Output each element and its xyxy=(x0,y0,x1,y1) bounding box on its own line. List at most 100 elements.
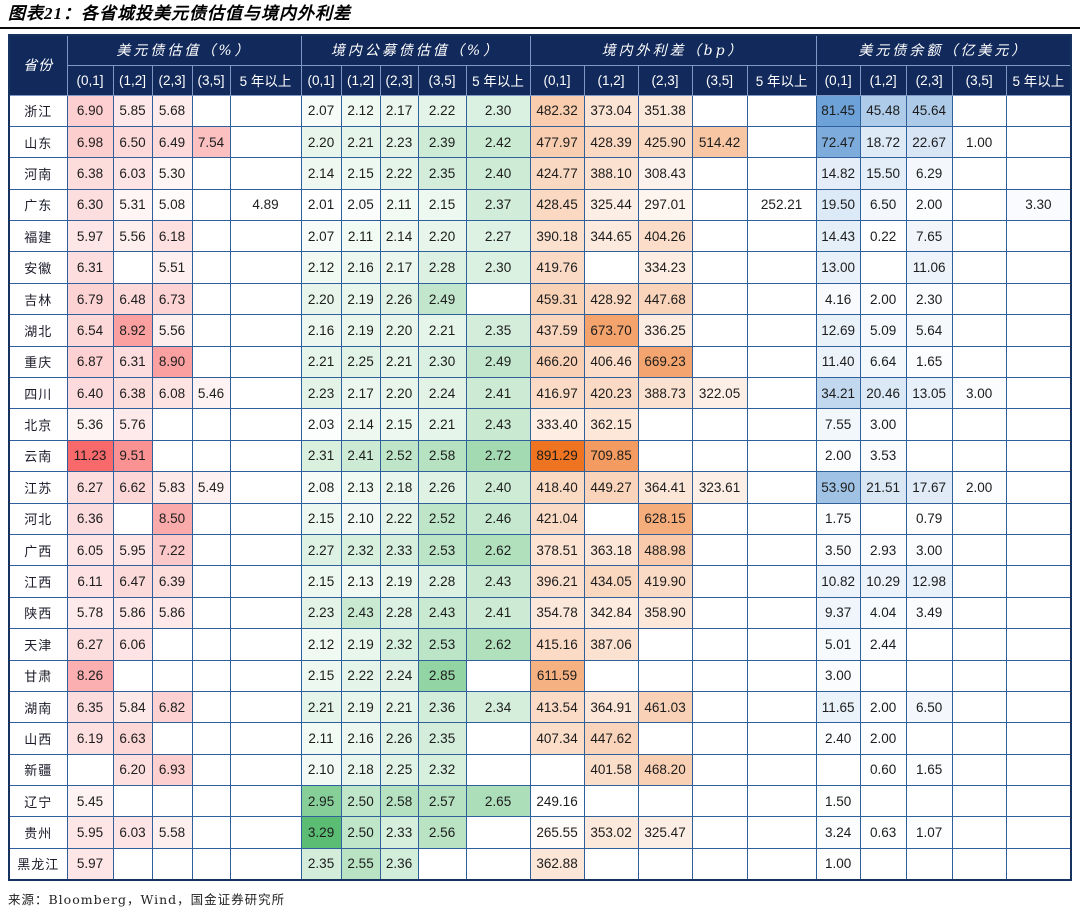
dom_val-cell: 2.12 xyxy=(300,628,342,661)
dom_val-cell: 2.15 xyxy=(417,188,467,222)
spread-cell: 388.10 xyxy=(583,157,639,190)
balance-cell xyxy=(1005,377,1072,410)
dom_val-cell: 2.16 xyxy=(300,314,342,347)
balance-cell xyxy=(859,502,907,535)
dom_val-cell: 2.26 xyxy=(379,722,419,755)
balance-cell xyxy=(905,408,953,441)
dom_val-cell: 2.41 xyxy=(340,439,381,473)
balance-cell: 3.53 xyxy=(859,439,907,473)
spread-cell: 434.05 xyxy=(583,565,639,598)
spread-cell: 390.18 xyxy=(529,220,585,253)
usd_val-cell: 5.97 xyxy=(66,220,114,253)
usd_val-cell xyxy=(191,816,231,849)
dom_val-cell: 2.21 xyxy=(300,690,342,724)
table-row: 山东 6.98 6.50 6.49 7.54 2.20 2.21 2.23 2.39 2.42 47… xyxy=(8,125,1072,159)
balance-cell xyxy=(951,94,1007,127)
province-cell: 广东 xyxy=(8,188,68,222)
balance-cell xyxy=(1005,816,1072,849)
spread-cell: 488.98 xyxy=(637,533,693,567)
spread-cell xyxy=(746,565,817,598)
balance-cell: 3.00 xyxy=(951,377,1007,410)
dom_val-cell: 2.28 xyxy=(417,251,467,284)
usd_val-cell: 6.30 xyxy=(66,188,114,222)
spread-cell: 514.42 xyxy=(691,125,748,159)
balance-cell: 2.00 xyxy=(859,722,907,755)
spread-cell xyxy=(691,502,748,535)
province-cell: 山西 xyxy=(8,722,68,755)
usd_val-cell xyxy=(191,282,231,316)
spread-cell xyxy=(746,659,817,692)
spread-cell: 249.16 xyxy=(529,785,585,818)
usd_val-cell: 5.36 xyxy=(66,408,114,441)
province-header: 省份 xyxy=(8,34,68,96)
data-table: 省份 美元债估值（%） 境内公募债估值（%） 境内外利差（bp） 美元债余额（亿… xyxy=(8,34,1073,881)
spread-cell: 461.03 xyxy=(637,690,693,724)
spread-cell xyxy=(691,157,748,190)
usd_val-cell: 6.31 xyxy=(112,345,153,379)
spread-cell: 351.38 xyxy=(637,94,693,127)
balance-cell xyxy=(951,345,1007,379)
dom_val-cell: 2.53 xyxy=(417,628,467,661)
usd_val-cell xyxy=(112,847,153,881)
usd_val-cell xyxy=(229,282,302,316)
usd_val-cell: 5.31 xyxy=(112,188,153,222)
spread-cell: 416.97 xyxy=(529,377,585,410)
dom_val-cell: 2.10 xyxy=(340,502,381,535)
usd_val-cell xyxy=(191,847,231,881)
balance-cell xyxy=(951,188,1007,222)
usd_val-cell: 6.05 xyxy=(66,533,114,567)
table-row: 北京 5.36 5.76 2.03 2.14 2.15 2.21 2.43 333.40 362.… xyxy=(8,408,1072,441)
dom_val-cell: 2.35 xyxy=(417,722,467,755)
balance-cell xyxy=(815,753,861,787)
province-cell: 河北 xyxy=(8,502,68,535)
province-cell: 贵州 xyxy=(8,816,68,849)
dom_val-cell: 2.20 xyxy=(379,314,419,347)
usd_val-cell: 7.22 xyxy=(151,533,193,567)
usd_val-cell: 8.50 xyxy=(151,502,193,535)
table-row: 甘肃 8.26 2.15 2.22 2.24 2.85 611.59 3.00 xyxy=(8,659,1072,692)
province-cell: 江苏 xyxy=(8,471,68,504)
usd_val-cell: 5.30 xyxy=(151,157,193,190)
spread-cell xyxy=(583,502,639,535)
usd_val-cell: 5.58 xyxy=(151,816,193,849)
balance-cell xyxy=(1005,282,1072,316)
table-row: 黑龙江 5.97 2.35 2.55 2.36 362.88 1.00 xyxy=(8,847,1072,881)
maturity-header: (2,3] xyxy=(905,64,953,96)
usd_val-cell xyxy=(229,94,302,127)
balance-cell xyxy=(905,785,953,818)
spread-cell xyxy=(746,408,817,441)
spread-cell xyxy=(691,690,748,724)
usd_val-cell: 11.23 xyxy=(66,439,114,473)
spread-cell: 428.92 xyxy=(583,282,639,316)
spread-cell: 447.62 xyxy=(583,722,639,755)
dom_val-cell: 2.15 xyxy=(300,502,342,535)
dom_val-cell: 2.58 xyxy=(379,785,419,818)
balance-cell: 72.47 xyxy=(815,125,861,159)
balance-cell: 21.51 xyxy=(859,471,907,504)
usd_val-cell xyxy=(191,314,231,347)
dom_val-cell: 2.22 xyxy=(340,659,381,692)
usd_val-cell: 5.45 xyxy=(66,785,114,818)
spread-cell: 424.77 xyxy=(529,157,585,190)
spread-cell xyxy=(746,722,817,755)
usd_val-cell: 6.38 xyxy=(112,377,153,410)
balance-cell: 4.04 xyxy=(859,596,907,630)
spread-cell: 344.65 xyxy=(583,220,639,253)
usd_val-cell: 5.49 xyxy=(191,471,231,504)
table-row: 广西 6.05 5.95 7.22 2.27 2.32 2.33 2.53 2.62 378.51… xyxy=(8,533,1072,567)
balance-cell: 5.64 xyxy=(905,314,953,347)
dom_val-cell: 2.14 xyxy=(300,157,342,190)
spread-cell xyxy=(746,157,817,190)
dom_val-cell: 2.15 xyxy=(379,408,419,441)
balance-cell: 2.00 xyxy=(905,188,953,222)
spread-cell: 425.90 xyxy=(637,125,693,159)
maturity-header: 5 年以上 xyxy=(746,64,817,96)
spread-cell xyxy=(691,816,748,849)
dom_val-cell: 2.14 xyxy=(379,220,419,253)
dom_val-cell xyxy=(465,722,531,755)
usd_val-cell xyxy=(229,377,302,410)
spread-cell xyxy=(637,628,693,661)
usd_val-cell: 6.08 xyxy=(151,377,193,410)
spread-cell xyxy=(746,753,817,787)
dom_val-cell: 2.19 xyxy=(340,690,381,724)
